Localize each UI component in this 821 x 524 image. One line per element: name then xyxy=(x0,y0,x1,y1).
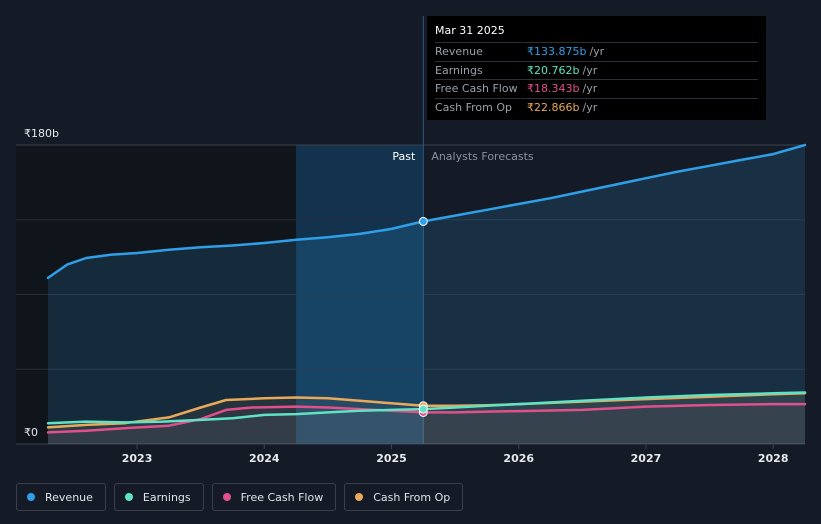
y-tick-label: ₹0 xyxy=(24,426,38,439)
x-tick-label: 2025 xyxy=(376,452,407,465)
marker-revenue xyxy=(418,216,428,226)
legend-dot-icon xyxy=(27,493,35,501)
legend-item-free-cash-flow[interactable]: Free Cash Flow xyxy=(211,483,337,511)
area-revenue xyxy=(48,145,805,444)
tooltip-unit: /yr xyxy=(582,63,598,77)
legend-label: Revenue xyxy=(45,490,93,504)
past-label: Past xyxy=(392,150,416,163)
tooltip-value: ₹22.866b xyxy=(527,100,580,114)
x-tick-label: 2024 xyxy=(249,452,280,465)
marker-earnings xyxy=(418,404,428,414)
series-line-earnings xyxy=(46,391,807,425)
tooltip-label: Cash From Op xyxy=(435,100,513,114)
tooltip-label: Revenue xyxy=(435,45,483,59)
x-tick-label: 2023 xyxy=(122,452,153,465)
x-tick-label: 2028 xyxy=(758,452,789,465)
tooltip-unit: /yr xyxy=(582,100,598,114)
series-line-cash-from-op xyxy=(46,392,807,429)
tooltip-unit: /yr xyxy=(582,82,598,96)
area-free-cash-flow xyxy=(48,404,805,444)
tooltip-label: Free Cash Flow xyxy=(435,82,518,96)
tooltip-date: Mar 31 2025 xyxy=(435,24,505,37)
legend-dot-icon xyxy=(222,493,231,501)
tooltip-label: Earnings xyxy=(435,63,483,77)
tooltip-value: ₹133.875b xyxy=(527,45,587,59)
legend-item-earnings[interactable]: Earnings xyxy=(113,483,204,511)
legend: Revenue Earnings Free Cash Flow Cash Fro… xyxy=(16,483,464,511)
legend-label: Cash From Op xyxy=(373,490,451,504)
tooltip-row-cash-from-op: Cash From Op ₹22.866b /yr xyxy=(435,97,758,117)
tooltip-row-earnings: Earnings ₹20.762b /yr xyxy=(435,60,758,80)
x-tick-label: 2026 xyxy=(503,452,534,465)
series-line-revenue xyxy=(46,143,807,280)
tooltip-unit: /yr xyxy=(589,45,605,59)
legend-item-revenue[interactable]: Revenue xyxy=(16,483,106,511)
x-tick-label: 2027 xyxy=(631,452,662,465)
legend-label: Free Cash Flow xyxy=(240,490,324,504)
tooltip-value: ₹18.343b xyxy=(527,82,580,96)
y-tick-label: ₹180b xyxy=(24,127,59,140)
area-cash-from-op xyxy=(48,393,805,444)
tooltip: Mar 31 2025 Revenue ₹133.875b /yr Earnin… xyxy=(427,16,766,120)
forecast-label: Analysts Forecasts xyxy=(431,150,534,163)
legend-item-cash-from-op[interactable]: Cash From Op xyxy=(344,483,464,511)
tooltip-row-revenue: Revenue ₹133.875b /yr xyxy=(435,42,758,61)
tooltip-row-free-cash-flow: Free Cash Flow ₹18.343b /yr xyxy=(435,79,758,98)
tooltip-value: ₹20.762b xyxy=(527,63,580,77)
area-earnings xyxy=(48,392,805,444)
legend-label: Earnings xyxy=(142,490,191,504)
legend-dot-icon xyxy=(124,493,133,501)
legend-dot-icon xyxy=(355,493,364,501)
